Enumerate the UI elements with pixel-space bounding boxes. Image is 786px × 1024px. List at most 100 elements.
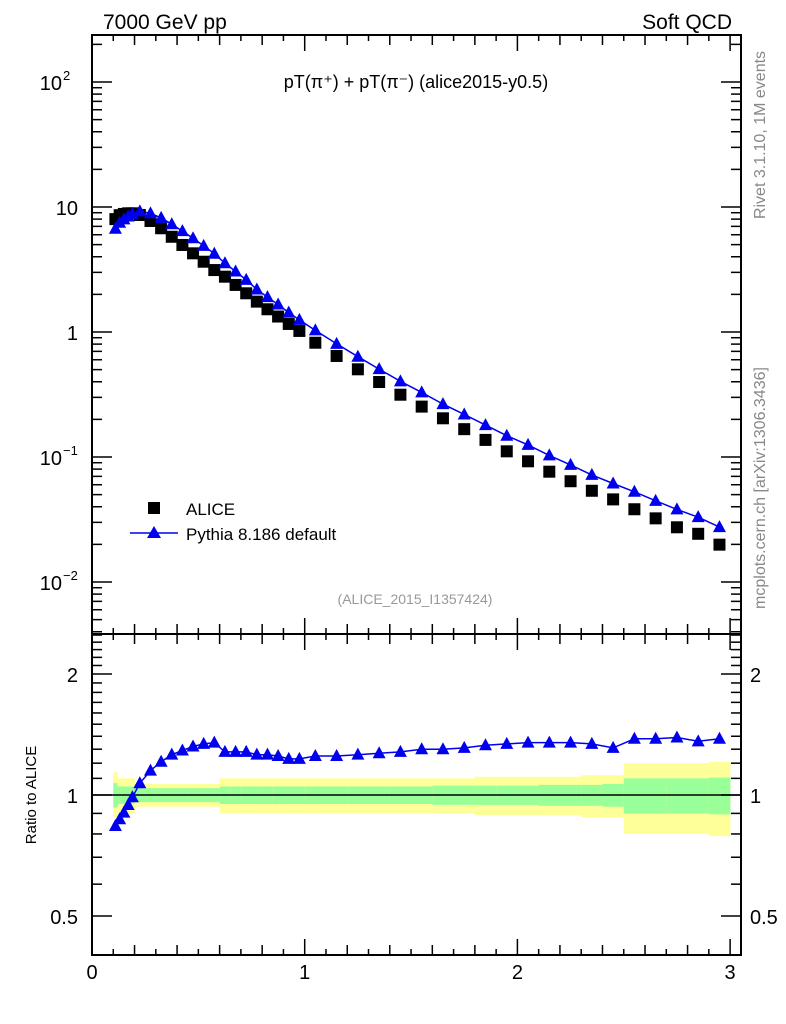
y-tick-label: 1 (67, 323, 78, 345)
mc-point (165, 217, 179, 230)
mc-ratio-point (500, 736, 514, 749)
mc-ratio-point (691, 734, 705, 747)
mc-ratio-markers (108, 730, 726, 832)
ratio-tick-labels: 2 2 1 1 0.5 0.5 0 1 2 3 (50, 665, 778, 984)
alice-point (713, 538, 726, 551)
legend-mc-marker (147, 526, 161, 538)
mc-point (712, 520, 726, 533)
mc-point (606, 476, 620, 489)
mc-point (691, 510, 705, 523)
alice-point (155, 222, 168, 235)
mc-ratio-point (712, 731, 726, 744)
alice-point (330, 349, 343, 362)
mc-point (457, 407, 471, 420)
alice-point (458, 423, 471, 436)
mc-point (271, 297, 285, 310)
mc-point (308, 323, 322, 336)
mc-ratio-point (351, 747, 365, 760)
alice-point (415, 400, 428, 413)
mc-ratio-point (521, 735, 535, 748)
ratio-panel: 2 2 1 1 0.5 0.5 0 1 2 3 Ratio to ALICE (23, 633, 778, 984)
y-tick-label-exponent: 2 (63, 68, 70, 83)
alice-point (479, 433, 492, 446)
mc-ratio-point (121, 798, 135, 811)
alice-point (218, 270, 231, 283)
x-tick-label: 2 (512, 962, 523, 984)
ratio-y-tick-label: 0.5 (50, 907, 78, 929)
alice-point (272, 310, 285, 323)
mc-ratio-point (564, 735, 578, 748)
mc-markers (108, 204, 726, 533)
main-frame (91, 34, 742, 635)
mc-point (564, 457, 578, 470)
y-tick-label: 10 (40, 73, 62, 95)
mc-point (133, 204, 147, 217)
mc-ratio-point (271, 749, 285, 762)
mcplots-label: mcplots.cern.ch [arXiv:1306.3436] (752, 367, 769, 609)
stat-uncertainty-band (645, 778, 667, 814)
header-category: Soft QCD (642, 11, 732, 34)
mc-ratio-point (117, 805, 131, 818)
main-axis-ticks (91, 35, 741, 634)
alice-point (250, 295, 263, 308)
mc-ratio-point (393, 744, 407, 757)
alice-point (176, 238, 189, 251)
alice-point (585, 484, 598, 497)
x-tick-label: 3 (725, 962, 736, 984)
mc-ratio-point (239, 744, 253, 757)
mc-ratio-point (186, 739, 200, 752)
alice-uncertainty-bands (113, 761, 731, 837)
ratio-y-tick-label: 1 (67, 786, 78, 808)
mc-ratio-point (585, 736, 599, 749)
mc-ratio-point (154, 754, 168, 767)
alice-point (564, 475, 577, 488)
mc-point (250, 282, 264, 295)
mc-ratio-point (415, 742, 429, 755)
alice-point (165, 230, 178, 243)
mc-point (585, 467, 599, 480)
alice-point (522, 455, 535, 468)
alice-point (543, 465, 556, 478)
alice-markers (109, 207, 726, 551)
analysis-watermark: (ALICE_2015_I1357424) (338, 591, 493, 607)
mc-ratio-point (133, 776, 147, 789)
mc-point (175, 224, 189, 237)
mc-ratio-point (670, 730, 684, 743)
stat-uncertainty-band (708, 777, 731, 815)
mc-point (197, 238, 211, 251)
mc-ratio-point (436, 742, 450, 755)
mc-point (627, 484, 641, 497)
alice-point (309, 336, 322, 349)
mc-ratio-point (229, 744, 243, 757)
mc-ratio-point (143, 763, 157, 776)
mc-point (415, 385, 429, 398)
alice-point (649, 512, 662, 525)
mc-ratio-point (649, 731, 663, 744)
alice-point (670, 521, 683, 534)
y-tick-label: 10 (40, 573, 62, 595)
mc-ratio-point (175, 743, 189, 756)
mc-point (542, 448, 556, 461)
alice-point (373, 376, 386, 389)
alice-point (394, 388, 407, 401)
mc-ratio-point (113, 812, 127, 825)
mc-point (500, 428, 514, 441)
ratio-y-tick-label-right: 0.5 (750, 907, 778, 929)
legend-alice-marker (148, 502, 160, 514)
alice-point (628, 503, 641, 516)
mc-ratio-point (197, 736, 211, 749)
y-tick-label: 10 (40, 448, 62, 470)
mc-point (207, 246, 221, 259)
mc-point (649, 493, 663, 506)
mc-point (292, 312, 306, 325)
alice-point (187, 247, 200, 260)
alice-point (282, 317, 295, 330)
mc-ratio-point (330, 749, 344, 762)
mc-point (282, 305, 296, 318)
mc-ratio-point (292, 751, 306, 764)
mc-point (351, 349, 365, 362)
alice-point (261, 303, 274, 316)
y-tick-label-exponent: −1 (63, 443, 78, 458)
mc-ratio-point (308, 749, 322, 762)
mc-ratio-point (250, 747, 264, 760)
